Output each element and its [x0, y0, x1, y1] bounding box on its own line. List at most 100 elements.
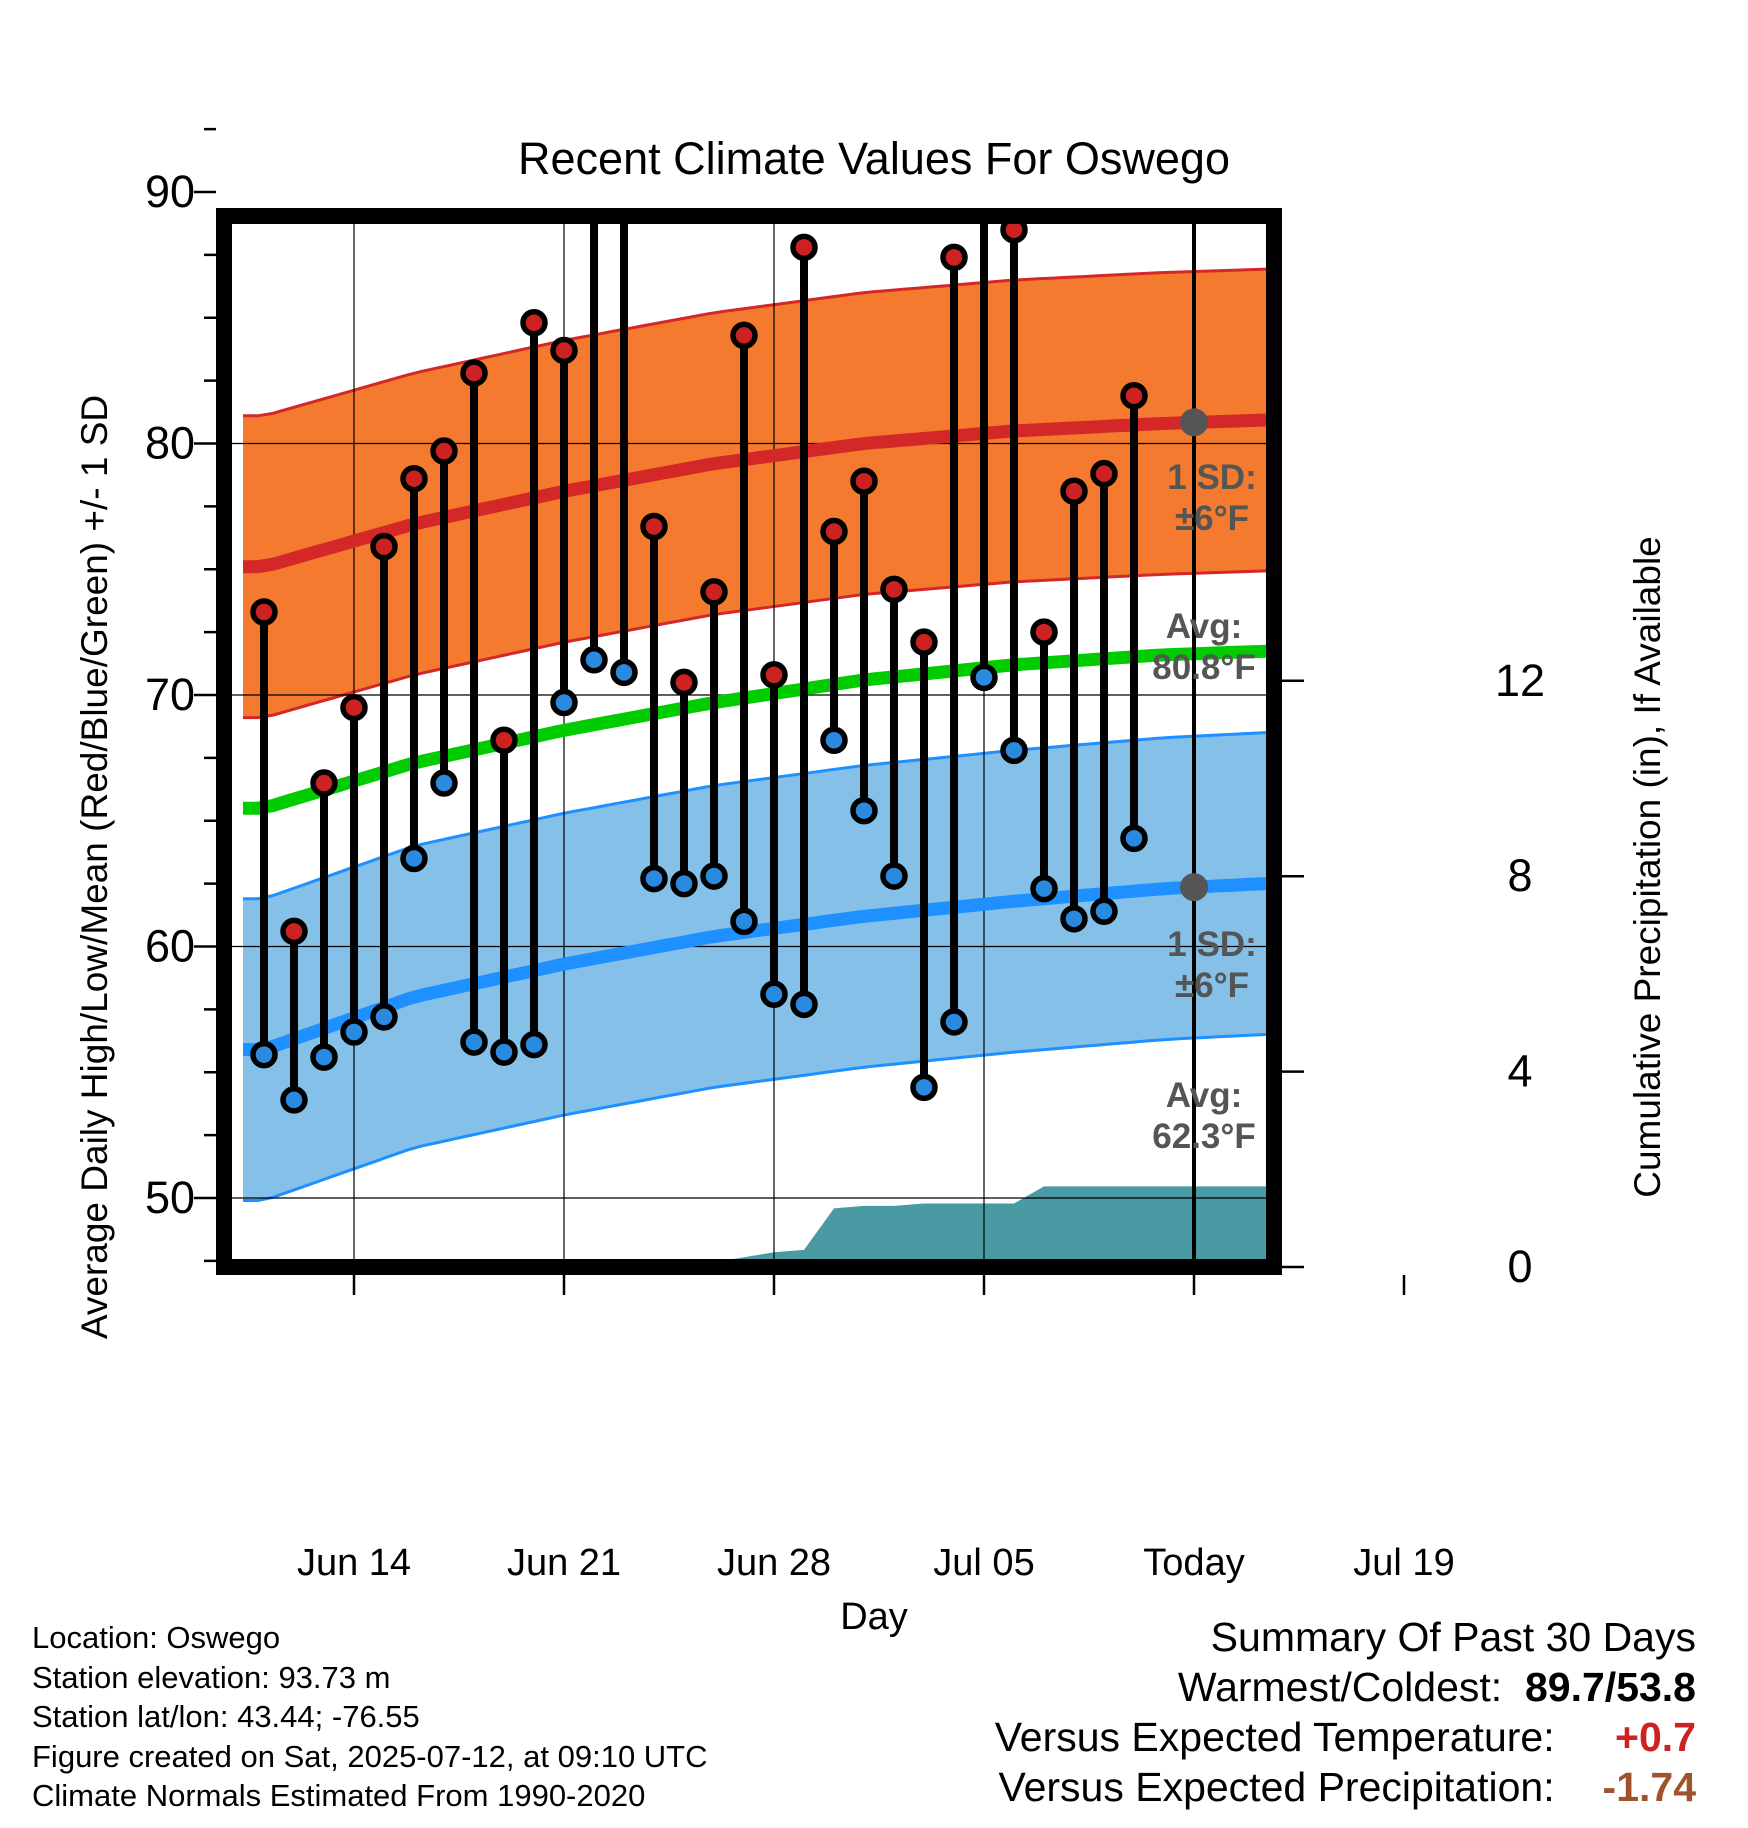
observed-high-point: [250, 598, 278, 626]
elevation-text: Station elevation: 93.73 m: [32, 1659, 391, 1695]
observed-high-point: [1030, 618, 1058, 646]
station-info: Location: Oswego Station elevation: 93.7…: [32, 1618, 708, 1816]
x-axis-label: Day: [840, 1596, 908, 1638]
observed-low-point: [280, 1086, 308, 1114]
low-sd-value: ±6°F: [1175, 966, 1249, 1005]
observed-low-point: [550, 688, 578, 717]
observed-low-point: [430, 769, 458, 797]
observed-high-point: [1090, 459, 1118, 488]
precip-days-unit: Days: [1200, 1421, 1286, 1462]
observed-low-point: [910, 1073, 938, 1102]
x-tick-label: Jul 19: [1353, 1542, 1454, 1584]
observed-high-point: [880, 575, 908, 604]
high-avg-value: 80.8°F: [1152, 648, 1256, 687]
coldest-value: 53.8: [1616, 1664, 1696, 1710]
today-low-avg-marker: [1180, 873, 1208, 902]
warm-cold-separator: /: [1604, 1664, 1617, 1710]
precip-area: [243, 1186, 1274, 1267]
x-tick-label: Jul 05: [933, 1542, 1034, 1584]
observed-high-point: [613, 189, 635, 211]
observed-high-point: [490, 726, 518, 755]
observed-low-point: [250, 1040, 278, 1069]
observed-low-point: [340, 1018, 368, 1046]
observed-high-point: [550, 336, 578, 365]
observed-low-point: [610, 658, 638, 687]
y2-tick-label: 0: [1507, 1241, 1532, 1292]
observed-low-point: [580, 646, 608, 674]
location-text: Location: Oswego: [32, 1620, 281, 1655]
observed-low-point: [970, 663, 998, 692]
x-tick-label: Today: [1143, 1542, 1244, 1584]
observed-low-point: [520, 1030, 548, 1059]
observed-high-point: [520, 309, 548, 337]
x-tick-label: Jun 21: [507, 1542, 621, 1584]
observed-low-point: [880, 862, 908, 890]
observed-high-point: [370, 532, 398, 561]
temp-label: Versus Expected Temperature:: [994, 1714, 1555, 1760]
observed-high-point: [400, 464, 428, 493]
today-high-avg-marker: [1180, 408, 1208, 437]
observed-low-point: [1120, 824, 1148, 853]
observed-high-point: [670, 668, 698, 697]
observed-high-point: [850, 467, 878, 495]
observed-high-point: [730, 321, 758, 350]
observed-low-point: [490, 1038, 518, 1066]
high-sd-label: 1 SD:: [1167, 458, 1256, 497]
low-sd-label: 1 SD:: [1167, 925, 1256, 964]
observed-high-point: [790, 233, 818, 262]
temp-value: +0.7: [1615, 1714, 1696, 1760]
y2-tick-label: 12: [1495, 655, 1545, 706]
observed-high-point: [310, 769, 338, 797]
observed-low-point: [730, 907, 758, 936]
low-avg-label: Avg:: [1166, 1076, 1242, 1115]
temp-row: Versus Expected Temperature: +0.7: [995, 1712, 1696, 1762]
plot-frame: [216, 208, 1282, 1275]
observed-high-point: [940, 243, 968, 272]
observed-low-point: [1090, 897, 1118, 926]
y2-tick-label: 8: [1507, 850, 1532, 901]
precip-days-count: 30: [1200, 1378, 1240, 1419]
observed-low-point: [1030, 874, 1058, 903]
observed-low-point: [790, 990, 818, 1019]
observed-low-point: [640, 864, 668, 893]
observed-low-point: [310, 1043, 338, 1071]
observed-high-point: [820, 517, 848, 546]
y-tick-label: 60: [145, 921, 195, 972]
warm-cold-row: Warmest/Coldest: 89.7/53.8: [995, 1662, 1696, 1712]
observed-low-point: [400, 844, 428, 873]
observed-low-point: [760, 980, 788, 1009]
observed-low-point: [700, 862, 728, 890]
y2-axis-label: Cumulative Precipitation (in), If Availa…: [1627, 536, 1668, 1198]
y2-tick-label: 4: [1507, 1046, 1532, 1097]
high-sd-value: ±6°F: [1175, 499, 1249, 538]
y-axis-label: Average Daily High/Low/Mean (Red/Blue/Gr…: [74, 395, 115, 1339]
normals-text: Climate Normals Estimated From 1990-2020: [32, 1778, 646, 1813]
low-avg-value: 62.3°F: [1152, 1117, 1256, 1156]
observed-high-point: [760, 661, 788, 689]
precip-row: Versus Expected Precipitation: -1.74: [995, 1762, 1697, 1812]
precip-value: -1.74: [1602, 1764, 1696, 1810]
observed-low-point: [1060, 905, 1088, 933]
x-tick-label: Jun 14: [297, 1542, 411, 1584]
observed-high-point: [340, 693, 368, 722]
observed-low-point: [820, 726, 848, 755]
summary-panel: Summary Of Past 30 Days Warmest/Coldest:…: [995, 1612, 1696, 1812]
y-tick-label: 90: [145, 166, 195, 217]
observed-high-point: [1060, 477, 1088, 506]
precip-label: Versus Expected Precipitation:: [998, 1764, 1555, 1810]
observed-high-point: [430, 437, 458, 465]
observed-low-point: [460, 1028, 488, 1056]
y-tick-label: 70: [145, 669, 195, 720]
observed-high-point: [910, 628, 938, 656]
observed-low-point: [850, 796, 878, 825]
y-tick-label: 80: [145, 418, 195, 469]
x-tick-label: Jun 28: [717, 1542, 831, 1584]
warmest-value: 89.7: [1524, 1664, 1605, 1710]
observed-high-point: [280, 917, 308, 946]
observed-high-point: [700, 578, 728, 606]
latlon-text: Station lat/lon: 43.44; -76.55: [32, 1699, 420, 1734]
chart-title: Recent Climate Values For Oswego: [518, 133, 1230, 184]
